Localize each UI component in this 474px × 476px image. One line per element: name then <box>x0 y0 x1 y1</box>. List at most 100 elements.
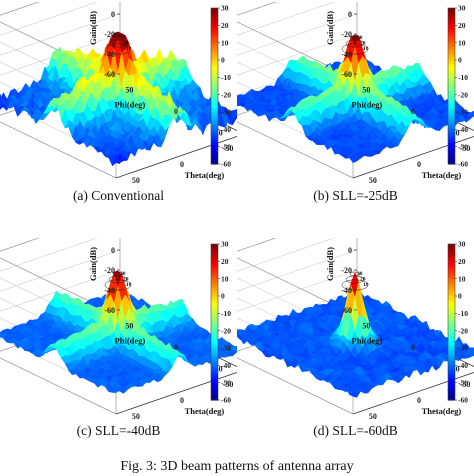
colorbar-segment <box>211 127 218 131</box>
z-tick-label: -20 <box>341 30 352 39</box>
colorbar-segment <box>211 80 218 84</box>
colorbar-segment <box>211 10 218 14</box>
colorbar-segment <box>211 41 218 45</box>
colorbar-segment <box>448 54 455 58</box>
colorbar-segment <box>211 153 218 157</box>
contour-label: 10 <box>126 282 132 288</box>
contour-line <box>108 39 128 48</box>
colorbar-segment <box>211 363 218 367</box>
phi-axis-label: Phi(deg) <box>115 100 146 110</box>
floor-back-edge <box>0 121 117 179</box>
colorbar-segment <box>211 387 218 391</box>
colorbar-segment <box>211 301 218 305</box>
colorbar-segment <box>211 57 218 61</box>
z-axis-label: Gain(dB) <box>88 247 98 281</box>
colorbar-segment <box>211 65 218 69</box>
colorbar-tick-label: -50 <box>221 378 231 387</box>
colorbar-segment <box>211 298 218 302</box>
colorbar-segment <box>211 47 218 51</box>
z-tick-label: -20 <box>104 266 115 275</box>
colorbar-segment <box>448 135 455 139</box>
colorbar-segment <box>211 130 218 134</box>
colorbar-segment <box>211 311 218 315</box>
colorbar-segment <box>211 54 218 58</box>
phi-tick-label: 0 <box>411 107 415 116</box>
colorbar-segment <box>211 376 218 380</box>
theta-tick-label: 0 <box>417 160 421 169</box>
colorbar-tick-label: -10 <box>221 73 231 82</box>
colorbar-segment <box>211 145 218 149</box>
back-wall-left <box>237 238 358 310</box>
panel-b-caption: (b) SLL=-25dB <box>313 188 398 203</box>
colorbar-segment <box>448 117 455 121</box>
colorbar-segment <box>211 106 218 110</box>
theta-tick-label: 0 <box>180 396 184 405</box>
colorbar-segment <box>448 34 455 38</box>
contour-label: 20 <box>123 41 129 47</box>
colorbar-segment <box>448 161 455 165</box>
gain-surface <box>237 34 474 164</box>
colorbar-segment <box>211 342 218 346</box>
colorbar-segment <box>211 371 218 375</box>
colorbar-segment <box>211 21 218 25</box>
colorbar-segment <box>211 327 218 331</box>
colorbar-segment <box>448 93 455 97</box>
colorbar-segment <box>448 104 455 108</box>
colorbar-segment <box>448 101 455 105</box>
colorbar-segment <box>211 309 218 313</box>
colorbar-tick-label: 20 <box>221 257 229 266</box>
z-axis-label: Gain(dB) <box>88 11 98 45</box>
z-tick-label: 0 <box>348 10 352 19</box>
colorbar-segment <box>211 96 218 100</box>
colorbar-segment <box>448 36 455 40</box>
colorbar-segment <box>211 257 218 261</box>
colorbar-segment <box>448 78 455 82</box>
colorbar-segment <box>211 101 218 105</box>
colorbar-segment <box>211 392 218 396</box>
colorbar-segment <box>211 31 218 35</box>
colorbar-tick-label: -10 <box>458 73 468 82</box>
z-axis-label: Gain(dB) <box>325 11 335 45</box>
phi-tick-label: 0 <box>174 107 178 116</box>
contour-label: 20 <box>360 41 366 47</box>
colorbar-segment <box>211 39 218 43</box>
colorbar-segment <box>448 106 455 110</box>
colorbar-segment <box>211 78 218 82</box>
back-wall-left <box>0 2 121 74</box>
theta-tick-label: -50 <box>460 144 471 153</box>
colorbar-tick-label: -40 <box>221 361 231 370</box>
z-tick-label: -40 <box>104 286 115 295</box>
colorbar-tick-label: -60 <box>221 396 231 405</box>
contour-label: 10 <box>363 46 369 52</box>
colorbar-segment <box>448 88 455 92</box>
colorbar-segment <box>211 117 218 121</box>
colorbar-segment <box>448 39 455 43</box>
colorbar-segment <box>211 73 218 77</box>
colorbar-segment <box>211 99 218 103</box>
colorbar-segment <box>211 348 218 352</box>
z-tick-label: -60 <box>104 70 115 79</box>
colorbar-segment <box>211 23 218 27</box>
colorbar-segment <box>211 60 218 64</box>
phi-axis-label: Phi(deg) <box>115 336 146 346</box>
colorbar-segment <box>448 23 455 27</box>
colorbar-segment <box>211 125 218 129</box>
colorbar-segment <box>448 145 455 149</box>
contour-label: 20 <box>123 277 129 283</box>
colorbar-tick-label: 30 <box>458 4 466 13</box>
colorbar-tick-label: 10 <box>221 274 229 283</box>
colorbar-tick-label: -10 <box>221 309 231 318</box>
colorbar-segment <box>211 114 218 118</box>
panel-c-chart: 30201040200-20-40-60Gain(dB)500-50Phi(de… <box>0 238 237 421</box>
colorbar-segment <box>211 246 218 250</box>
colorbar-segment <box>448 52 455 56</box>
colorbar-segment <box>211 86 218 90</box>
colorbar-segment <box>211 158 218 162</box>
colorbar-segment <box>448 122 455 126</box>
colorbar-segment <box>211 161 218 165</box>
colorbar-segment <box>211 379 218 383</box>
colorbar-segment <box>448 21 455 25</box>
colorbar-segment <box>448 130 455 134</box>
colorbar-segment <box>211 288 218 292</box>
z-tick-label: 0 <box>111 246 115 255</box>
